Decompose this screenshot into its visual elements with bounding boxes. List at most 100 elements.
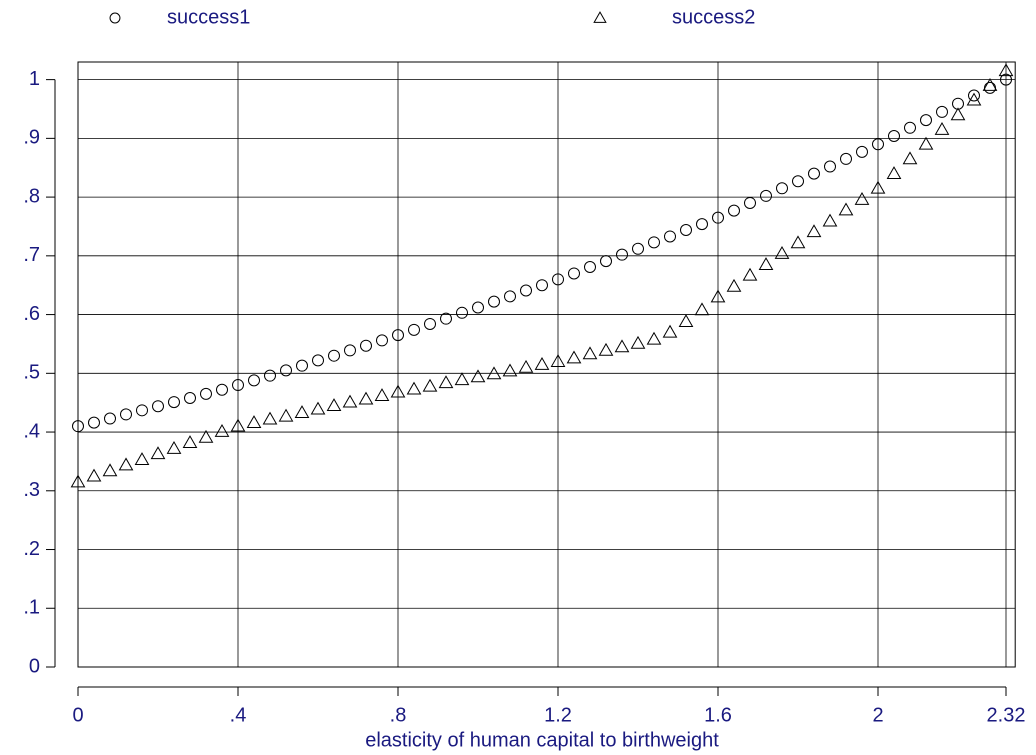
marker-circle	[568, 267, 580, 280]
y-tick-label: .5	[23, 362, 40, 384]
marker-circle	[344, 344, 356, 357]
marker-circle	[440, 312, 452, 325]
marker-triangle	[198, 429, 214, 443]
marker-triangle	[934, 122, 950, 135]
marker-circle	[184, 391, 196, 404]
marker-circle	[712, 211, 724, 224]
marker-triangle	[502, 363, 518, 377]
marker-triangle	[806, 224, 822, 238]
marker-triangle	[774, 245, 790, 259]
marker-circle	[696, 218, 708, 231]
marker-triangle	[742, 267, 758, 281]
marker-triangle	[390, 384, 406, 398]
marker-circle	[728, 204, 740, 217]
marker-triangle	[710, 289, 726, 303]
marker-triangle	[630, 335, 646, 349]
legend-label: success1	[167, 6, 250, 28]
marker-circle	[664, 230, 676, 243]
legend-marker	[593, 11, 607, 23]
x-tick-label: 1.2	[544, 704, 572, 726]
marker-triangle	[694, 302, 710, 316]
y-tick-label: 1	[29, 68, 40, 90]
marker-circle	[632, 242, 644, 255]
marker-circle	[152, 400, 164, 413]
marker-circle	[120, 408, 132, 421]
marker-circle	[968, 89, 980, 102]
marker-circle	[312, 354, 324, 367]
marker-circle	[136, 404, 148, 417]
marker-triangle	[966, 92, 982, 106]
x-tick-label: .4	[230, 704, 247, 726]
marker-circle	[552, 273, 564, 286]
marker-circle	[792, 175, 804, 188]
marker-circle	[984, 81, 996, 94]
marker-circle	[360, 339, 372, 352]
y-tick-label: .8	[23, 185, 40, 207]
y-tick-label: .7	[23, 244, 40, 266]
marker-triangle	[886, 166, 902, 179]
y-tick-label: .4	[23, 420, 40, 442]
marker-circle	[1000, 73, 1012, 86]
marker-triangle	[998, 63, 1014, 77]
marker-triangle	[982, 77, 998, 91]
marker-circle	[888, 130, 900, 143]
x-axis-title: elasticity of human capital to birthweig…	[365, 729, 719, 751]
marker-triangle	[294, 405, 310, 419]
marker-circle	[584, 260, 596, 273]
marker-triangle	[758, 257, 774, 271]
marker-circle	[264, 369, 276, 382]
marker-triangle	[598, 342, 614, 356]
marker-triangle	[582, 346, 598, 360]
marker-circle	[456, 306, 468, 319]
x-tick-label: 2.32	[987, 704, 1026, 726]
marker-triangle	[150, 446, 166, 460]
marker-triangle	[902, 151, 918, 165]
marker-circle	[600, 255, 612, 268]
marker-circle	[504, 290, 516, 303]
marker-triangle	[310, 401, 326, 415]
marker-triangle	[422, 378, 438, 392]
marker-circle	[472, 301, 484, 314]
marker-circle	[392, 329, 404, 342]
marker-triangle	[534, 356, 550, 370]
marker-circle	[776, 182, 788, 195]
marker-circle	[488, 295, 500, 308]
marker-circle	[248, 374, 260, 387]
marker-circle	[904, 121, 916, 134]
marker-triangle	[342, 394, 358, 408]
marker-triangle	[326, 398, 342, 411]
marker-circle	[168, 396, 180, 409]
y-tick-label: .9	[23, 127, 40, 149]
marker-triangle	[550, 354, 566, 367]
marker-triangle	[358, 391, 374, 405]
marker-triangle	[278, 408, 294, 422]
plot-frame	[77, 61, 1016, 668]
marker-triangle	[614, 339, 630, 353]
marker-triangle	[486, 366, 502, 380]
marker-circle	[200, 387, 212, 400]
marker-triangle	[870, 180, 886, 194]
marker-triangle	[86, 468, 102, 482]
marker-triangle	[70, 474, 86, 488]
marker-triangle	[838, 202, 854, 216]
marker-circle	[328, 349, 340, 362]
x-tick-label: 2	[872, 704, 883, 726]
marker-triangle	[918, 136, 934, 150]
marker-triangle	[134, 452, 150, 466]
y-tick-label: 0	[29, 655, 40, 677]
marker-circle	[104, 412, 116, 425]
marker-triangle	[118, 457, 134, 471]
marker-triangle	[566, 350, 582, 364]
marker-circle	[616, 248, 628, 261]
marker-triangle	[182, 435, 198, 448]
marker-circle	[856, 145, 868, 158]
marker-triangle	[102, 463, 118, 477]
marker-circle	[680, 223, 692, 236]
x-tick-label: 0	[72, 704, 83, 726]
marker-triangle	[950, 107, 966, 121]
marker-circle	[920, 114, 932, 127]
y-tick-label: .3	[23, 479, 40, 501]
marker-triangle	[822, 213, 838, 227]
marker-circle	[824, 160, 836, 173]
